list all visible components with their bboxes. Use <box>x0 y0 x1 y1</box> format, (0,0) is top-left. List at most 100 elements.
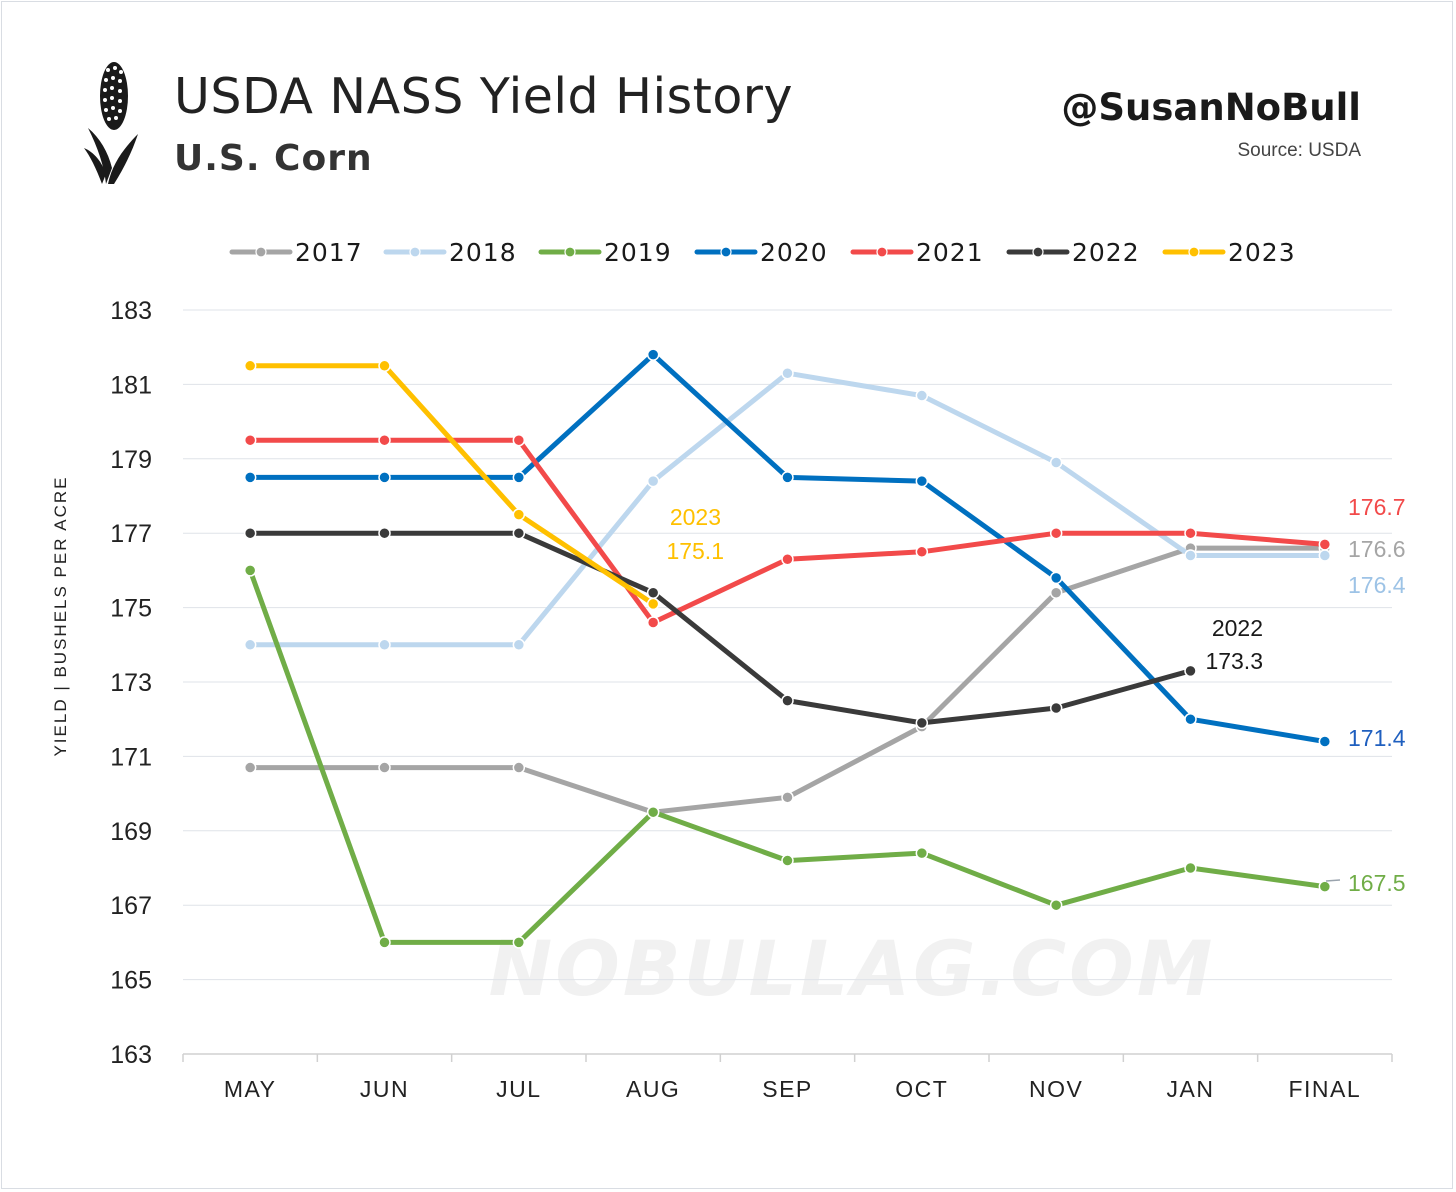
data-label-2023: 175.1 <box>666 538 724 564</box>
series-2022-point <box>1049 701 1063 715</box>
y-tick-label: 173 <box>110 669 152 697</box>
series-2021-point <box>378 433 391 447</box>
series-2022-point <box>781 694 794 707</box>
series-2018-point <box>1318 549 1332 562</box>
series-2023-point <box>243 359 257 373</box>
series-2022-point <box>646 586 660 599</box>
legend-label-2022: 2022 <box>1072 238 1140 267</box>
legend-label-2023: 2023 <box>1228 238 1296 267</box>
data-label-2023: 2023 <box>670 504 721 530</box>
series-2021-point <box>915 545 929 559</box>
y-tick-label: 175 <box>110 595 152 623</box>
legend-marker-2020 <box>720 246 732 258</box>
data-label-2017: 176.6 <box>1348 536 1406 562</box>
series-2020-point <box>1184 712 1197 726</box>
series-2022-point <box>915 716 929 730</box>
y-tick-label: 169 <box>110 818 152 846</box>
series-2023-point <box>512 508 526 521</box>
series-2022-point <box>378 526 391 540</box>
series-2019-point <box>378 936 391 949</box>
data-label-2019: 167.5 <box>1348 870 1406 896</box>
series-2018-point <box>1184 549 1197 562</box>
series-2020-point <box>512 471 526 484</box>
series-2019-point <box>512 936 526 949</box>
series-2019-point <box>1318 880 1332 893</box>
series-2019-point <box>646 805 660 819</box>
series-2021-point <box>1184 526 1197 540</box>
x-tick-label: OCT <box>895 1076 948 1102</box>
x-tick-label: JUL <box>496 1076 541 1102</box>
data-label-2018: 176.4 <box>1348 572 1406 598</box>
data-label-2022: 173.3 <box>1205 648 1263 674</box>
series-2022-point <box>243 526 257 540</box>
x-tick-label: NOV <box>1029 1076 1083 1102</box>
x-tick-label: SEP <box>762 1076 813 1102</box>
series-2019-point <box>1049 898 1063 912</box>
watermark-text: NOBULLAG.COM <box>489 924 1216 1013</box>
series-2017-point <box>1049 586 1063 599</box>
series-2018-point <box>781 366 794 380</box>
x-tick-label: MAY <box>224 1076 277 1102</box>
y-axis-label: YIELD | BUSHELS PER ACRE <box>51 475 70 756</box>
series-2019-point <box>1184 861 1197 875</box>
series-2020-point <box>1049 571 1063 585</box>
series-2023-point <box>646 597 660 611</box>
series-2020-point <box>378 471 391 484</box>
series-2021-point <box>646 616 660 629</box>
legend-marker-2022 <box>1032 246 1044 258</box>
legend-marker-2018 <box>409 246 421 258</box>
x-tick-label: JAN <box>1167 1076 1215 1102</box>
legend-label-2017: 2017 <box>295 238 363 267</box>
y-tick-label: 167 <box>110 892 152 920</box>
legend-label-2018: 2018 <box>449 238 517 267</box>
series-2017-point <box>512 761 526 774</box>
y-tick-label: 179 <box>110 446 152 474</box>
series-2022-point <box>512 526 526 540</box>
legend-label-2019: 2019 <box>604 238 672 267</box>
series-2023-point <box>378 359 391 373</box>
series-2022-point <box>1184 664 1197 678</box>
chart-title: USDA NASS Yield History <box>174 68 793 125</box>
data-label-2022: 2022 <box>1212 615 1263 641</box>
series-2018-point <box>512 638 526 652</box>
series-2020-point <box>781 471 794 484</box>
legend-label-2021: 2021 <box>916 238 984 267</box>
author-handle: @SusanNoBull <box>1061 86 1361 129</box>
series-2020-point <box>243 471 257 484</box>
chart-subtitle: U.S. Corn <box>174 138 373 179</box>
legend-marker-2019 <box>564 246 576 258</box>
series-2017-point <box>243 761 257 774</box>
series-2020-point <box>915 474 929 488</box>
legend-marker-2023 <box>1188 246 1200 258</box>
series-2020-point <box>1318 735 1332 748</box>
legend-marker-2021 <box>876 246 888 258</box>
series-2021-point <box>243 433 257 447</box>
series-2018-point <box>915 389 929 402</box>
series-2018-point <box>1049 456 1063 469</box>
label-leader-line <box>1325 879 1341 882</box>
series-2021-point <box>781 552 794 566</box>
series-2019-point <box>243 564 257 577</box>
series-2021-point <box>512 433 526 447</box>
y-tick-label: 171 <box>110 743 152 771</box>
data-label-2021: 176.7 <box>1348 494 1406 520</box>
series-2020-point <box>646 348 660 361</box>
series-2023-line <box>247 363 656 607</box>
y-tick-label: 165 <box>110 967 152 995</box>
series-2018-point <box>243 638 257 652</box>
series-2019-point <box>781 854 794 867</box>
series-2017-point <box>781 791 794 804</box>
legend-label-2020: 2020 <box>760 238 828 267</box>
x-tick-label: FINAL <box>1288 1076 1361 1102</box>
y-tick-label: 181 <box>110 371 152 399</box>
series-2018-point <box>646 474 660 488</box>
series-2020-line <box>247 352 1328 744</box>
series-2022-line <box>247 530 1193 726</box>
data-label-2020: 171.4 <box>1348 725 1406 751</box>
legend-marker-2017 <box>255 246 267 258</box>
series-2021-point <box>1318 538 1332 551</box>
series-2018-point <box>378 638 391 652</box>
x-tick-label: AUG <box>626 1076 680 1102</box>
